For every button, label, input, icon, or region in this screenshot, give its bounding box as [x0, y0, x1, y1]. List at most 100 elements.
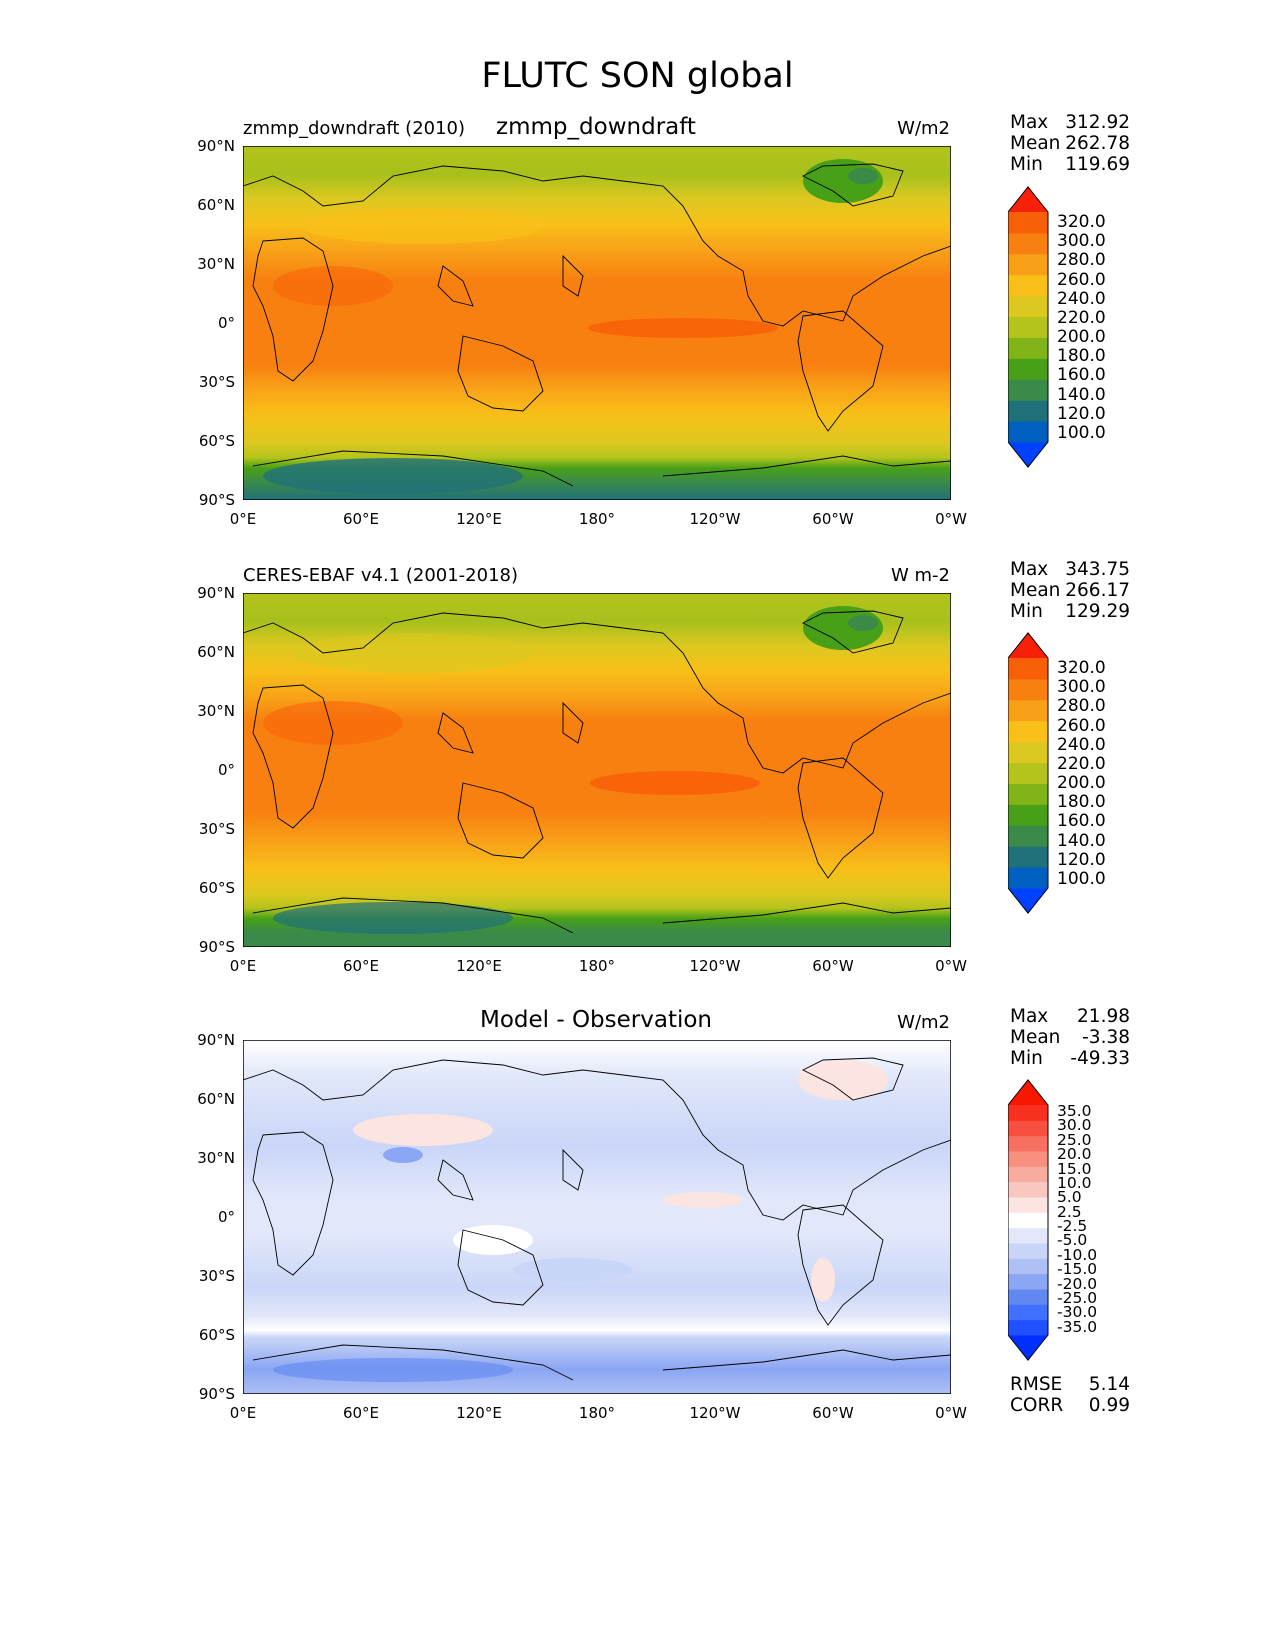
colorbar-outline — [1008, 632, 1049, 914]
panel1-colorbar-label: 300.0 — [1057, 231, 1106, 252]
colorbar-segment — [1008, 1181, 1048, 1198]
panel3-colorbar-label: 5.0 — [1057, 1188, 1082, 1207]
panel1-colorbar-label: 200.0 — [1057, 327, 1106, 347]
panel1-lat-tick: 90°S — [198, 491, 235, 509]
panel1-colorbar-label: 180.0 — [1057, 346, 1106, 367]
panel2-colorbar-label: 300.0 — [1057, 677, 1106, 698]
panel2-mean-label: Mean — [1010, 580, 1061, 601]
colorbar-segment — [1008, 421, 1048, 443]
panel2-lat-tick: 30°S — [198, 820, 235, 838]
panel1-colorbar-label: 140.0 — [1057, 384, 1106, 405]
coastline-segment — [437, 265, 474, 307]
coastline-segment — [801, 1057, 904, 1101]
coastline-segment — [252, 450, 951, 487]
panel3-center-title: Model - Observation — [479, 1007, 713, 1033]
colorbar-segment — [1008, 1258, 1048, 1275]
panel1-max-value: 312.92 — [1065, 112, 1130, 133]
panel2-colorbar-label: 240.0 — [1057, 734, 1106, 755]
colorbar-bottom-extension — [1008, 888, 1048, 914]
panel3-colorbar-label: -10.0 — [1057, 1245, 1098, 1264]
panel2-lon-tick: 0°W — [935, 957, 967, 975]
colorbar-segment — [1008, 1273, 1048, 1290]
panel2-lon-tick: 180° — [578, 957, 616, 975]
panel3-colorbar-label: 15.0 — [1057, 1159, 1092, 1178]
panel3-colorbar — [1008, 1079, 1049, 1361]
panel2-lat-tick: 60°S — [198, 879, 235, 897]
panel1-units: W/m2 — [897, 118, 950, 139]
panel2-lat-tick: 60°N — [197, 643, 235, 661]
panel1-lat-tick: 0° — [217, 314, 235, 332]
corr-value: 0.99 — [1088, 1395, 1130, 1416]
coastline-segment — [252, 1344, 951, 1381]
panel3-units: W/m2 — [897, 1012, 950, 1033]
colorbar-segment — [1008, 699, 1048, 722]
colorbar-top-extension — [1008, 186, 1048, 212]
panel2-lat-tick: 0° — [217, 761, 235, 779]
panel1-colorbar-label: 320.0 — [1057, 212, 1106, 232]
colorbar-segment — [1008, 762, 1048, 784]
panel1-mean-value: 262.78 — [1065, 133, 1130, 154]
panel2-left-title: CERES-EBAF v4.1 (2001-2018) — [243, 565, 519, 586]
panel2-max-label: Max — [1010, 559, 1049, 580]
panel3-colorbar-label: 20.0 — [1057, 1145, 1092, 1164]
colorbar-outline — [1008, 1079, 1049, 1361]
panel1-lon-tick: 60°E — [342, 510, 380, 528]
panel1-lon-tick: 120°E — [456, 510, 502, 528]
panel1-colorbar-label: 280.0 — [1057, 250, 1106, 271]
coastline-segment — [797, 1204, 884, 1326]
panel1-min-label: Min — [1010, 154, 1043, 175]
panel1-lat-tick: 60°N — [197, 196, 235, 214]
colorbar-segment — [1008, 658, 1048, 680]
colorbar-segment — [1008, 1120, 1048, 1137]
panel2-lon-tick: 60°W — [812, 957, 854, 975]
panel2-colorbar — [1008, 632, 1049, 914]
colorbar-segment — [1008, 212, 1048, 234]
colorbar-segment — [1008, 825, 1048, 847]
colorbar-segment — [1008, 804, 1048, 826]
colorbar-segment — [1008, 678, 1048, 701]
panel1-max-label: Max — [1010, 112, 1049, 133]
panel3-lon-tick: 120°W — [689, 1404, 741, 1422]
panel2-colorbar-label: 180.0 — [1057, 792, 1106, 813]
coastline-segment — [437, 1159, 474, 1201]
panel3-mean-value: -3.38 — [1082, 1027, 1130, 1048]
colorbar-segment — [1008, 1212, 1048, 1229]
panel1-map — [243, 146, 951, 500]
colorbar-segment — [1008, 253, 1048, 276]
panel3-colorbar-label: -20.0 — [1057, 1274, 1098, 1293]
panel3-lon-tick: 180° — [578, 1404, 616, 1422]
panel2-colorbar-label: 320.0 — [1057, 658, 1106, 678]
panel1-lat-tick: 60°S — [198, 432, 235, 450]
panel1-colorbar-label: 120.0 — [1057, 403, 1106, 424]
panel2-coastlines — [243, 610, 951, 934]
panel3-colorbar-label: -25.0 — [1057, 1288, 1098, 1307]
colorbar-top-extension — [1008, 1079, 1048, 1105]
colorbar-segment — [1008, 1197, 1048, 1213]
coastline-segment — [243, 165, 951, 327]
rmse-label: RMSE — [1010, 1374, 1063, 1395]
coastline-segment — [437, 712, 474, 754]
coastline-segment — [243, 612, 951, 774]
panel1-left-title: zmmp_downdraft (2010) — [243, 118, 466, 139]
panel1-center-title: zmmp_downdraft — [496, 114, 696, 140]
colorbar-segment — [1008, 1227, 1048, 1244]
panel3-map — [243, 1040, 951, 1394]
panel3-lon-tick: 60°W — [812, 1404, 854, 1422]
panel2-min-label: Min — [1010, 601, 1043, 622]
panel1-colorbar-label: 260.0 — [1057, 269, 1106, 290]
panel3-lat-tick: 90°S — [198, 1385, 235, 1403]
coastline-segment — [562, 254, 584, 297]
panel3-max-label: Max — [1010, 1006, 1049, 1027]
panel3-lon-tick: 0°W — [935, 1404, 967, 1422]
colorbar-segment — [1008, 1304, 1048, 1321]
panel2-colorbar-label: 220.0 — [1057, 753, 1106, 774]
colorbar-segment — [1008, 379, 1048, 401]
panel1-colorbar-label: 220.0 — [1057, 307, 1106, 328]
colorbar-segment — [1008, 1135, 1048, 1152]
coastline-segment — [252, 684, 334, 829]
panel1-field — [243, 146, 951, 500]
colorbar-segment — [1008, 741, 1048, 764]
colorbar-segment — [1008, 867, 1048, 889]
panel3-colorbar-label: -15.0 — [1057, 1260, 1098, 1279]
colorbar-segment — [1008, 316, 1048, 338]
